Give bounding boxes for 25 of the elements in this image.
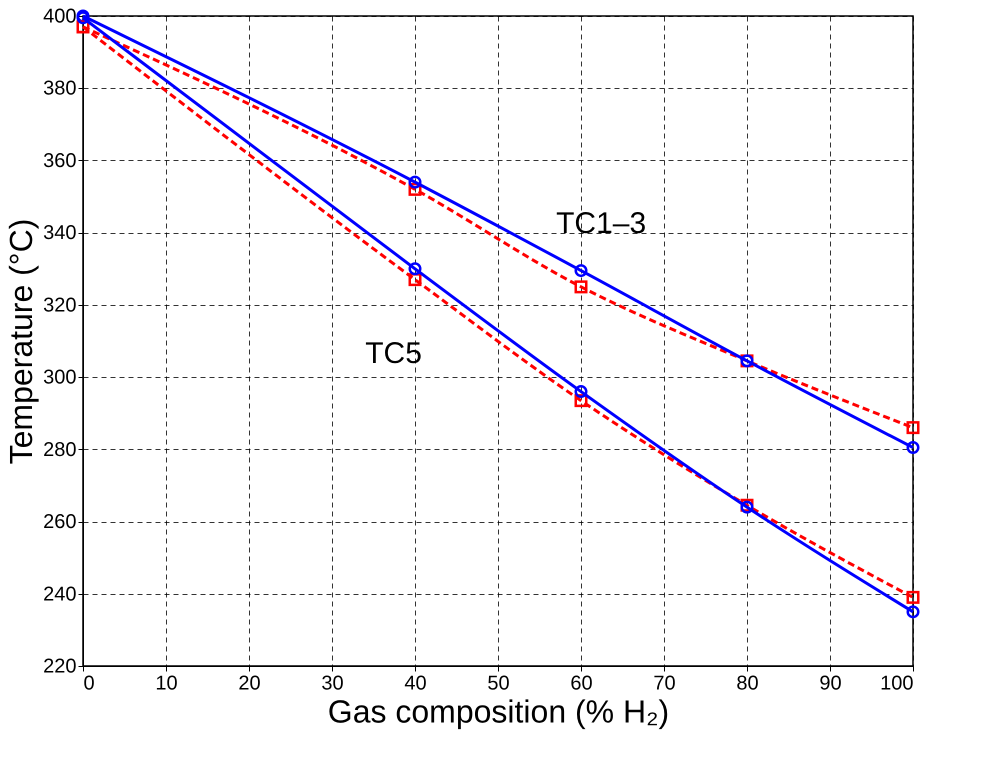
- annotation: TC1–3: [556, 207, 646, 240]
- y-tick-label: 300: [43, 366, 76, 389]
- y-tick-label: 320: [43, 294, 76, 316]
- y-tick-label: 240: [43, 583, 76, 606]
- x-tick-label: 0: [84, 672, 95, 694]
- x-tick-label: 90: [819, 672, 842, 694]
- y-tick-label: 280: [43, 438, 76, 461]
- annotation: TC5: [365, 337, 422, 370]
- x-tick-label: 80: [736, 672, 759, 694]
- x-tick-label: 30: [321, 672, 344, 694]
- y-tick-label: 400: [43, 6, 76, 28]
- y-tick-label: 360: [43, 150, 76, 172]
- x-tick-label: 60: [570, 672, 593, 694]
- y-tick-label: 340: [43, 222, 76, 244]
- y-tick-label: 260: [43, 511, 76, 534]
- x-tick-label: 50: [487, 672, 510, 694]
- y-tick-label: 220: [43, 656, 76, 678]
- x-tick-label: 40: [404, 672, 427, 694]
- y-tick-label: 380: [43, 78, 76, 100]
- x-tick-label: 70: [653, 672, 676, 694]
- x-axis-title: Gas composition (% H₂): [328, 694, 670, 730]
- y-axis-title: Temperature (°C): [3, 218, 40, 464]
- x-tick-label: 100: [880, 672, 914, 694]
- x-tick-label: 10: [155, 672, 178, 694]
- x-tick-label: 20: [238, 672, 261, 694]
